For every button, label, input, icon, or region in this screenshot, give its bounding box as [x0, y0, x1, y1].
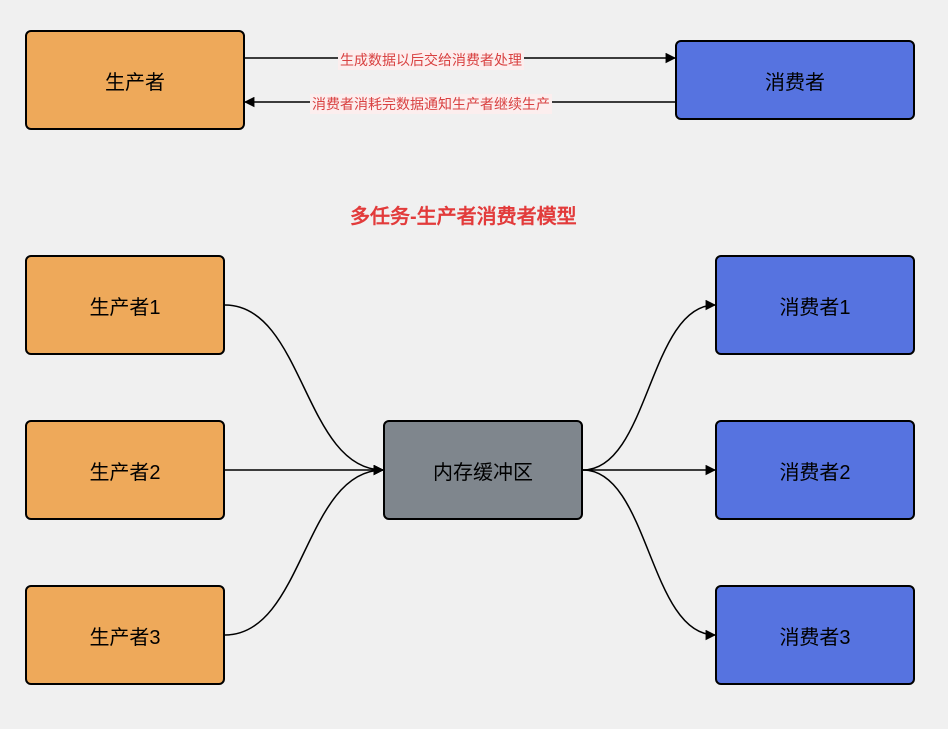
buffer-node: 内存缓冲区: [383, 420, 583, 520]
back-edge-label: 消费者消耗完数据通知生产者继续生产: [310, 94, 552, 114]
consumer2-label: 消费者2: [779, 456, 850, 485]
producer-label: 生产者: [105, 66, 165, 95]
diagram-title: 多任务-生产者消费者模型: [350, 200, 577, 229]
forward-edge-label: 生成数据以后交给消费者处理: [338, 50, 524, 70]
consumer1-node: 消费者1: [715, 255, 915, 355]
consumer-node: 消费者: [675, 40, 915, 120]
producer1-node: 生产者1: [25, 255, 225, 355]
consumer-label: 消费者: [765, 66, 825, 95]
producer1-label: 生产者1: [89, 291, 160, 320]
consumer1-label: 消费者1: [779, 291, 850, 320]
buffer-label: 内存缓冲区: [433, 456, 533, 485]
consumer3-node: 消费者3: [715, 585, 915, 685]
consumer3-label: 消费者3: [779, 621, 850, 650]
producer2-label: 生产者2: [89, 456, 160, 485]
producer-node: 生产者: [25, 30, 245, 130]
consumer2-node: 消费者2: [715, 420, 915, 520]
producer3-label: 生产者3: [89, 621, 160, 650]
producer2-node: 生产者2: [25, 420, 225, 520]
producer3-node: 生产者3: [25, 585, 225, 685]
